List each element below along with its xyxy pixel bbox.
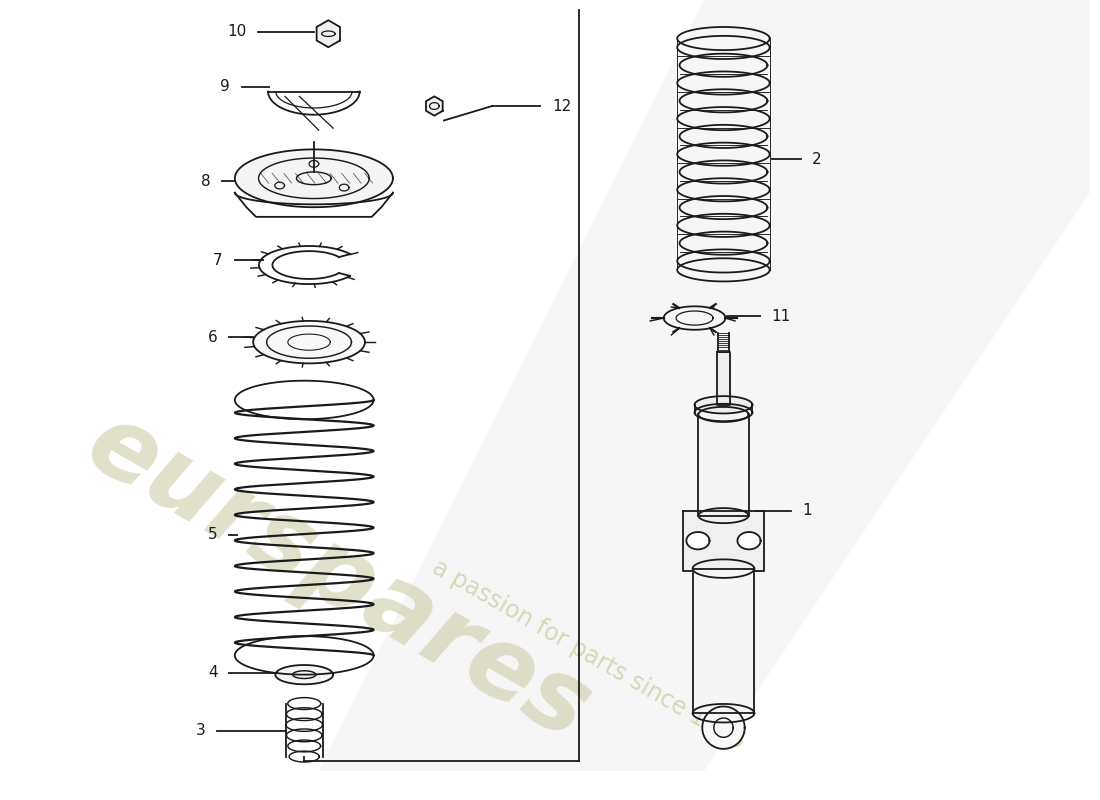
Polygon shape	[737, 532, 760, 550]
Polygon shape	[426, 96, 442, 116]
Text: 4: 4	[208, 666, 218, 680]
Text: 8: 8	[201, 174, 211, 189]
Polygon shape	[235, 150, 393, 207]
Text: eurspares: eurspares	[69, 395, 606, 762]
Polygon shape	[698, 414, 748, 516]
Text: 3: 3	[196, 723, 206, 738]
Text: 7: 7	[212, 253, 222, 268]
Text: 5: 5	[208, 527, 218, 542]
Text: 2: 2	[812, 151, 822, 166]
Polygon shape	[253, 321, 365, 363]
Polygon shape	[698, 407, 748, 422]
Polygon shape	[693, 559, 755, 578]
Polygon shape	[693, 569, 755, 714]
Polygon shape	[717, 352, 730, 405]
Text: a passion for parts since 1985: a passion for parts since 1985	[428, 556, 749, 755]
Polygon shape	[319, 0, 1090, 771]
Text: 12: 12	[552, 98, 571, 114]
Text: 6: 6	[208, 330, 218, 345]
Text: 9: 9	[220, 79, 230, 94]
Text: 11: 11	[772, 309, 791, 324]
Polygon shape	[317, 20, 340, 47]
Polygon shape	[275, 665, 333, 684]
Polygon shape	[686, 532, 710, 550]
Polygon shape	[702, 706, 745, 749]
Text: 1: 1	[803, 503, 812, 518]
Polygon shape	[694, 396, 752, 414]
Text: 10: 10	[228, 24, 246, 39]
Polygon shape	[682, 511, 764, 570]
